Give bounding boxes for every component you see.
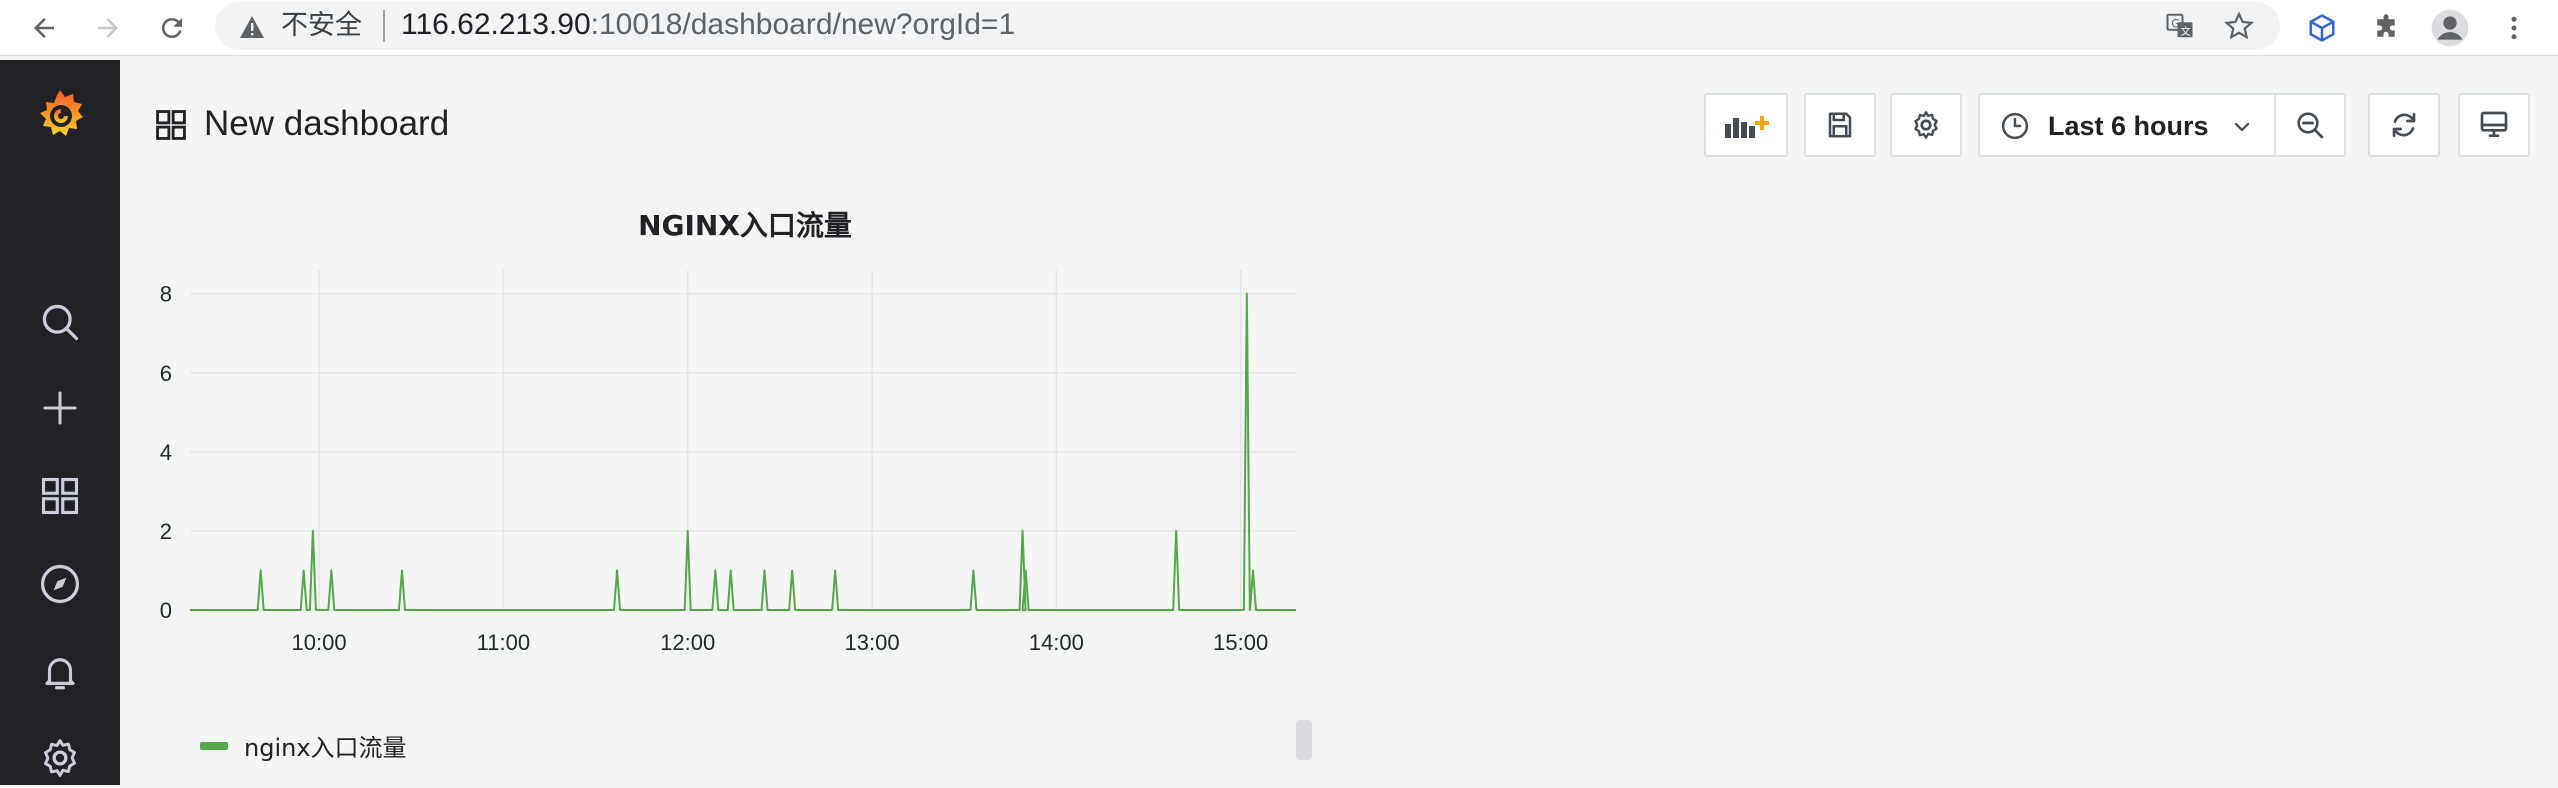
panel-scrollbar[interactable]: [1296, 720, 1312, 760]
save-dashboard-button[interactable]: [1804, 93, 1876, 157]
data-point: [729, 569, 732, 572]
data-point: [791, 569, 793, 572]
data-point: [616, 569, 618, 572]
data-point: [330, 569, 333, 572]
panel-title[interactable]: NGINX入口流量: [638, 209, 852, 242]
data-point: [1175, 530, 1177, 532]
data-point: [972, 569, 975, 572]
zoom-out-button[interactable]: [2274, 93, 2346, 157]
y-tick-label: 2: [160, 519, 172, 544]
more-menu-icon[interactable]: [2492, 6, 2536, 50]
chevron-down-icon: [2230, 115, 2254, 139]
url-path: :10018/dashboard/new?orgId=1: [590, 8, 1016, 41]
data-point: [714, 569, 717, 572]
data-point: [259, 569, 262, 572]
back-button[interactable]: [22, 6, 66, 50]
x-tick-label: 10:00: [292, 630, 347, 655]
divider: [383, 10, 385, 42]
refresh-button[interactable]: [2368, 93, 2440, 157]
data-point: [1024, 569, 1027, 572]
bookmark-star-icon[interactable]: [2219, 6, 2259, 46]
explore-compass-icon[interactable]: [30, 554, 90, 614]
x-tick-label: 11:00: [477, 630, 530, 655]
line-chart[interactable]: 0 2 4 6 8 10:00 11:00 12:00 13:00 14:00 15:00: [150, 250, 1340, 720]
data-point: [686, 530, 689, 532]
legend: nginx入口流量: [200, 728, 407, 763]
dashboard-settings-button[interactable]: [1890, 93, 1962, 157]
page-title[interactable]: New dashboard: [204, 104, 450, 143]
clock-icon: [2000, 111, 2030, 141]
extension-cube-icon[interactable]: [2300, 6, 2344, 50]
grafana-sidebar: [0, 60, 120, 785]
configuration-gear-icon[interactable]: [30, 728, 90, 788]
arrow-left-icon: [34, 18, 54, 38]
data-point: [834, 569, 836, 572]
add-panel-button[interactable]: [1704, 93, 1788, 157]
svg-text:文: 文: [2181, 25, 2191, 38]
legend-swatch[interactable]: [200, 741, 228, 750]
alerting-bell-icon[interactable]: [30, 642, 90, 702]
profile-avatar-icon[interactable]: [2428, 6, 2472, 50]
svg-text:G: G: [2171, 17, 2180, 30]
time-range-picker[interactable]: Last 6 hours: [1978, 93, 2276, 157]
dashboards-grid-icon[interactable]: [30, 466, 90, 526]
arrow-right-icon: [98, 18, 118, 38]
dashboard-grid-icon: [154, 108, 188, 142]
y-tick-label: 4: [160, 440, 172, 465]
warning-icon[interactable]: [237, 12, 267, 42]
create-plus-icon[interactable]: [30, 378, 90, 438]
x-tick-label: 12:00: [660, 630, 715, 655]
search-icon[interactable]: [30, 292, 90, 352]
data-point: [302, 569, 305, 572]
settings-gear-icon: [1914, 111, 1938, 139]
refresh-icon: [2392, 113, 2416, 137]
address-bar[interactable]: 不安全 116.62.213.90:10018/dashboard/new?or…: [215, 2, 2280, 50]
data-point: [763, 569, 766, 572]
data-point: [312, 530, 314, 532]
y-tick-label: 6: [160, 361, 172, 386]
series-line: [190, 292, 1296, 611]
data-point: [1246, 292, 1248, 295]
zoom-out-icon: [2297, 112, 2324, 139]
grafana-logo-icon[interactable]: [30, 84, 90, 144]
forward-button[interactable]: [86, 6, 130, 50]
reload-icon: [161, 18, 182, 39]
browser-toolbar: 不安全 116.62.213.90:10018/dashboard/new?or…: [0, 0, 2558, 56]
data-point: [1252, 569, 1254, 572]
data-point: [401, 569, 403, 572]
save-icon: [1828, 112, 1852, 138]
url-text[interactable]: 116.62.213.90:10018/dashboard/new?orgId=…: [401, 9, 1015, 41]
url-host: 116.62.213.90: [401, 8, 591, 41]
tv-mode-button[interactable]: [2458, 93, 2530, 157]
data-point: [1021, 530, 1024, 532]
x-tick-label: 15:00: [1213, 630, 1268, 655]
reload-button[interactable]: [150, 6, 194, 50]
extensions-puzzle-icon[interactable]: [2364, 6, 2408, 50]
x-tick-label: 14:00: [1029, 630, 1084, 655]
monitor-icon: [2480, 111, 2508, 137]
security-status[interactable]: 不安全: [281, 10, 362, 41]
add-panel-icon: [1725, 116, 1769, 138]
graph-panel[interactable]: NGINX入口流量 0 2 4 6 8 10:00 11:00 12:00 13:00 14:00…: [150, 190, 1340, 785]
x-tick-label: 13:00: [845, 630, 900, 655]
legend-label[interactable]: nginx入口流量: [244, 734, 407, 762]
y-tick-label: 0: [160, 598, 172, 623]
dashboard-header: New dashboard Last 6 hours: [120, 60, 2558, 190]
time-range-label: Last 6 hours: [2048, 111, 2209, 141]
y-tick-label: 8: [160, 282, 172, 307]
